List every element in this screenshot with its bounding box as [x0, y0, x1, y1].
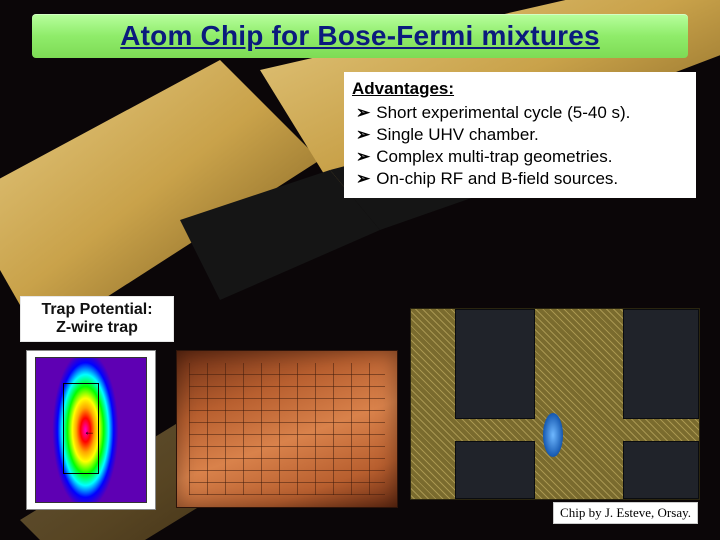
dark-region — [455, 309, 535, 419]
bullet-icon: ➢ — [356, 146, 370, 168]
advantages-list: ➢ Short experimental cycle (5-40 s). ➢ Sin… — [352, 102, 688, 190]
bias-arrow-label: ← — [83, 424, 95, 438]
copper-chip-figure — [176, 350, 398, 508]
slide-title: Atom Chip for Bose-Fermi mixtures — [120, 20, 600, 52]
advantages-item: ➢ Short experimental cycle (5-40 s). — [356, 102, 688, 124]
advantages-item-text: Short experimental cycle (5-40 s). — [376, 102, 630, 124]
bullet-icon: ➢ — [356, 124, 370, 146]
title-bar: Atom Chip for Bose-Fermi mixtures — [32, 14, 688, 58]
dark-region — [623, 309, 699, 419]
advantages-item-text: Complex multi-trap geometries. — [376, 146, 612, 168]
trap-label-line: Trap Potential: — [27, 301, 167, 319]
trap-potential-figure: ← — [26, 350, 156, 510]
advantages-item-text: Single UHV chamber. — [376, 124, 539, 146]
advantages-box: Advantages: ➢ Short experimental cycle (5… — [344, 72, 696, 198]
bullet-icon: ➢ — [356, 102, 370, 124]
advantages-heading: Advantages: — [352, 78, 688, 100]
dark-region — [623, 441, 699, 499]
chip-wire-pattern — [189, 363, 385, 495]
credit-caption: Chip by J. Esteve, Orsay. — [553, 502, 698, 524]
advantages-item: ➢ Complex multi-trap geometries. — [356, 146, 688, 168]
trap-label-line: Z-wire trap — [27, 319, 167, 337]
advantages-item: ➢ On-chip RF and B-field sources. — [356, 168, 688, 190]
trap-potential-label: Trap Potential: Z-wire trap — [20, 296, 174, 342]
bullet-icon: ➢ — [356, 168, 370, 190]
advantages-item: ➢ Single UHV chamber. — [356, 124, 688, 146]
dark-region — [455, 441, 535, 499]
advantages-item-text: On-chip RF and B-field sources. — [376, 168, 618, 190]
microscope-figure — [410, 308, 700, 500]
atom-cloud — [543, 413, 563, 457]
